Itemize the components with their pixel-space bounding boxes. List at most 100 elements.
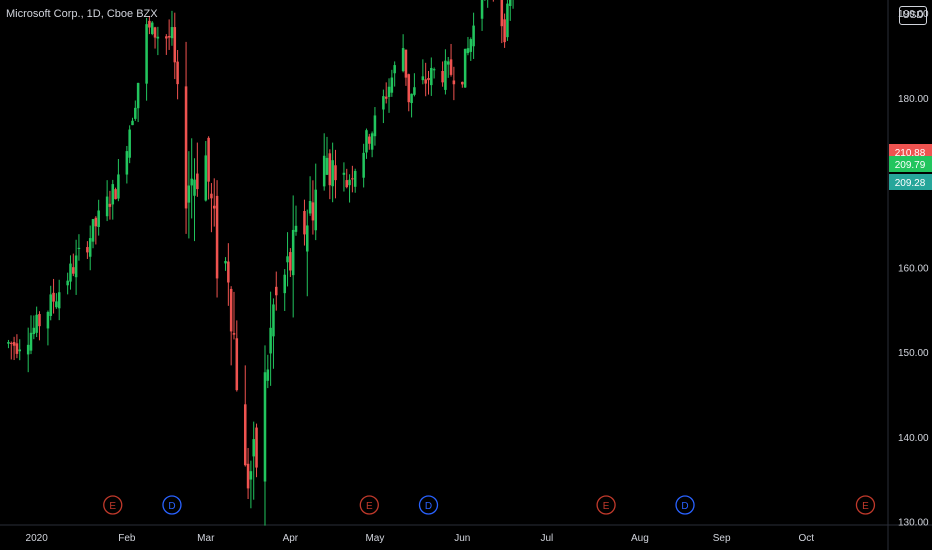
candle-body	[156, 36, 160, 39]
candle	[303, 199, 306, 246]
candle	[512, 0, 514, 9]
candle	[97, 199, 100, 236]
candle-body	[286, 256, 289, 263]
earnings-event-marker[interactable]: E	[359, 495, 379, 515]
event-letter: E	[366, 501, 373, 512]
candle-body	[331, 160, 334, 187]
candle-body	[353, 170, 357, 187]
candle	[289, 248, 292, 277]
candle-body	[308, 200, 312, 214]
candle-body	[204, 155, 208, 201]
candle	[246, 448, 250, 500]
price-label-text: 210.88	[895, 148, 926, 159]
dividend-event-marker[interactable]: D	[418, 495, 439, 515]
price-label-text: 209.79	[895, 160, 926, 171]
candle	[266, 354, 270, 389]
y-tick-label: 180.00	[898, 94, 929, 105]
y-axis[interactable]: 130.00140.00150.00160.00170.00180.00190.…	[898, 0, 929, 529]
candle	[18, 339, 22, 361]
x-axis[interactable]: 2020 Feb Mar Apr May Jun Jul Aug Sep Oct	[26, 533, 815, 544]
candle-body	[506, 3, 509, 38]
candle-body	[86, 247, 89, 253]
candle	[77, 234, 81, 261]
candle-body	[224, 260, 227, 264]
candle-body	[410, 93, 413, 104]
candle	[15, 334, 19, 359]
candle	[269, 291, 272, 386]
candle-body	[328, 153, 332, 186]
earnings-event-marker[interactable]: E	[855, 495, 876, 515]
earnings-event-marker[interactable]: E	[596, 495, 616, 515]
y-tick-label: 160.00	[898, 263, 929, 274]
candle-body	[131, 120, 134, 126]
candle-body	[167, 36, 171, 38]
candle	[117, 159, 120, 202]
candle	[487, 0, 489, 8]
candle	[224, 257, 227, 271]
candle	[196, 142, 199, 197]
currency-button[interactable]: USD	[899, 6, 927, 25]
candle	[145, 17, 148, 101]
candle	[193, 158, 196, 242]
candle	[134, 100, 137, 121]
event-letter: E	[603, 501, 610, 512]
candle-body	[463, 48, 467, 88]
candle	[111, 179, 115, 220]
candle-body	[232, 333, 236, 335]
candle	[508, 0, 512, 21]
candle	[373, 107, 377, 146]
candle	[410, 93, 413, 118]
dividend-event-marker[interactable]: D	[675, 495, 695, 515]
candle-body	[148, 20, 151, 28]
candle	[463, 48, 467, 88]
candle-body	[193, 179, 196, 196]
candle	[114, 187, 117, 200]
candle	[503, 13, 506, 48]
candle	[55, 293, 58, 309]
x-tick-label: May	[365, 533, 384, 544]
candle	[291, 195, 295, 318]
y-tick-label: 190.00	[898, 9, 929, 20]
candle	[466, 36, 470, 56]
candle-body	[283, 274, 286, 294]
candle-body	[441, 70, 444, 83]
candlestick-series	[7, 0, 514, 526]
candle-body	[452, 80, 456, 85]
earnings-event-marker[interactable]: E	[103, 495, 123, 515]
candle	[150, 21, 154, 36]
candle	[131, 117, 134, 126]
x-tick-label: Mar	[197, 533, 215, 544]
candle	[441, 61, 444, 87]
candle-body	[52, 292, 55, 302]
candle	[421, 59, 425, 85]
candle-body	[424, 79, 427, 84]
candle-body	[134, 107, 137, 119]
candle-body	[105, 196, 109, 217]
dividend-event-marker[interactable]: D	[162, 495, 182, 515]
candle-body	[12, 342, 16, 346]
candle	[331, 142, 334, 203]
event-circle	[675, 495, 695, 515]
candle-body	[69, 263, 72, 282]
candle-body	[325, 157, 329, 175]
candle-body	[10, 342, 13, 344]
candle	[328, 149, 332, 200]
y-tick-label: 140.00	[898, 433, 929, 444]
event-letter: D	[681, 501, 688, 512]
candle-body	[72, 267, 75, 274]
candle-body	[196, 173, 199, 190]
candle	[69, 255, 72, 290]
candle-body	[348, 179, 351, 186]
candle-body	[29, 332, 33, 351]
candle	[500, 0, 504, 44]
y-tick-label: 150.00	[898, 348, 929, 359]
candle-body	[322, 155, 326, 187]
candle-body	[114, 189, 117, 200]
candle	[52, 278, 55, 314]
candle	[38, 311, 41, 341]
candle-body	[215, 195, 219, 279]
candle-body	[334, 165, 337, 181]
